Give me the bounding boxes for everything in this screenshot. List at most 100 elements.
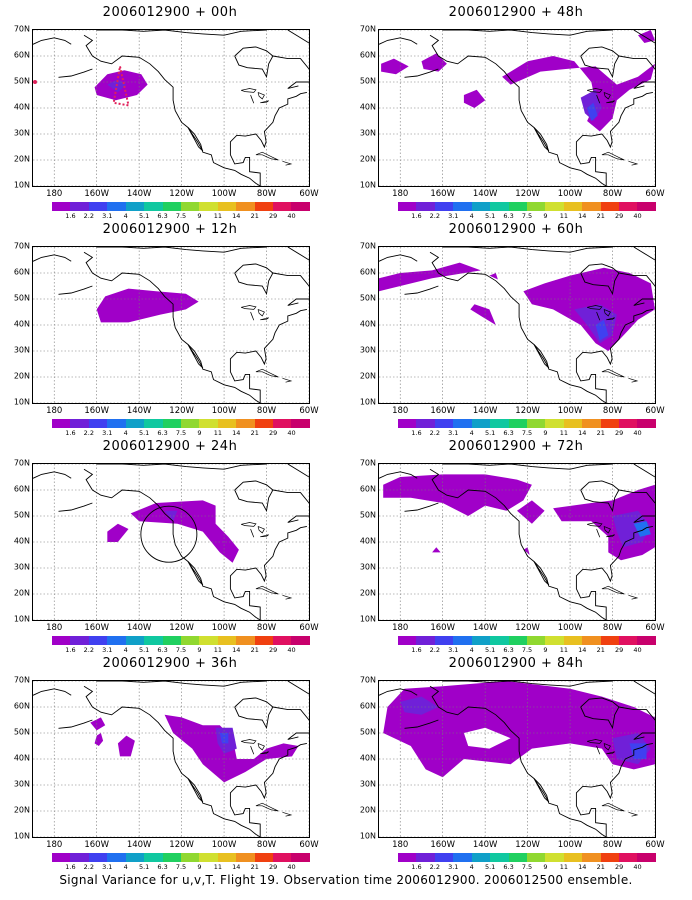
latitude-label: 40N bbox=[359, 102, 376, 112]
colorbar-swatch bbox=[107, 853, 126, 862]
panel-title: 2006012900 + 36h bbox=[102, 656, 238, 671]
colorbar-swatch bbox=[180, 202, 200, 211]
longitude-label: 100W bbox=[211, 840, 237, 850]
coastline bbox=[404, 285, 439, 295]
colorbar-swatch bbox=[125, 853, 145, 862]
colorbar-label: 3.1 bbox=[448, 863, 459, 871]
latitude-label: 50N bbox=[13, 293, 30, 303]
coastline bbox=[187, 561, 204, 586]
colorbar-swatch bbox=[254, 636, 274, 645]
map-svg bbox=[33, 681, 309, 837]
colorbar-swatch bbox=[434, 853, 454, 862]
map-area bbox=[378, 29, 656, 187]
colorbar-label: 29 bbox=[269, 863, 278, 871]
colorbar-swatch bbox=[416, 202, 435, 211]
coastline bbox=[96, 247, 267, 253]
longitude-label: 100W bbox=[211, 189, 237, 199]
colorbar-label: 2.2 bbox=[429, 429, 441, 437]
map-panel: 2006012900 + 60h 70N 60N 50N 40N 30N 20N 10N 180… bbox=[346, 222, 686, 447]
variance-region bbox=[517, 500, 545, 524]
colorbar-label: 14 bbox=[232, 212, 241, 220]
latitude-label: 70N bbox=[359, 241, 376, 251]
island-outline bbox=[255, 802, 279, 812]
latitude-label: 20N bbox=[13, 805, 30, 815]
colorbar-label: 7.5 bbox=[175, 863, 187, 871]
lake-outline bbox=[260, 751, 269, 755]
colorbar-swatch bbox=[619, 419, 638, 428]
latitude-label: 50N bbox=[13, 727, 30, 737]
latitude-label: 30N bbox=[359, 128, 376, 138]
colorbar-swatch bbox=[526, 636, 546, 645]
longitude-label: 120W bbox=[169, 406, 194, 416]
colorbar-label: 6.3 bbox=[503, 429, 514, 437]
variance-region bbox=[463, 727, 511, 749]
island-outline bbox=[601, 368, 625, 378]
colorbar-swatch bbox=[180, 419, 200, 428]
variance-region bbox=[90, 717, 106, 731]
variance-region bbox=[421, 53, 447, 72]
longitude-label: 60W bbox=[645, 189, 665, 199]
colorbar-label: 2.2 bbox=[83, 212, 95, 220]
map-svg bbox=[379, 247, 655, 403]
colorbar-swatch bbox=[273, 853, 292, 862]
colorbar bbox=[398, 419, 656, 428]
colorbar-swatch bbox=[162, 853, 181, 862]
colorbar-swatch bbox=[471, 636, 491, 645]
longitude-label: 100W bbox=[557, 623, 583, 633]
latitude-label: 30N bbox=[13, 345, 30, 355]
latitude-label: 20N bbox=[13, 588, 30, 598]
colorbar-label: 9 bbox=[197, 863, 202, 871]
colorbar-label: 29 bbox=[615, 429, 624, 437]
lake-outline bbox=[586, 88, 603, 93]
colorbar-swatch bbox=[416, 636, 435, 645]
longitude-label: 60W bbox=[299, 623, 319, 633]
longitude-label: 180 bbox=[392, 623, 409, 633]
coastline bbox=[429, 468, 607, 620]
longitude-label: 60W bbox=[299, 406, 319, 416]
longitude-label: 60W bbox=[645, 840, 665, 850]
latitude-label: 70N bbox=[13, 24, 30, 34]
colorbar-swatch bbox=[526, 853, 546, 862]
colorbar-swatch bbox=[273, 636, 292, 645]
colorbar-swatch bbox=[471, 202, 491, 211]
coastline bbox=[580, 46, 620, 79]
colorbar-label: 7.5 bbox=[175, 429, 187, 437]
colorbar-label: 5.1 bbox=[138, 863, 150, 871]
latitude-label: 60N bbox=[359, 484, 376, 494]
colorbar-label: 21 bbox=[250, 863, 259, 871]
colorbar bbox=[398, 636, 656, 645]
colorbar-label: 1.6 bbox=[65, 863, 76, 871]
colorbar-label: 9 bbox=[197, 429, 202, 437]
colorbar-swatch bbox=[471, 419, 491, 428]
longitude-label: 140W bbox=[472, 189, 498, 199]
coastline bbox=[580, 480, 620, 513]
coastline bbox=[272, 489, 309, 523]
coastline bbox=[234, 480, 274, 513]
colorbar-swatch bbox=[398, 853, 417, 862]
map-panel: 2006012900 + 72h 70N 60N 50N 40N 30N 20N 10N 180… bbox=[346, 439, 686, 664]
island-outline bbox=[601, 585, 625, 595]
latitude-label: 70N bbox=[13, 241, 30, 251]
colorbar-label: 14 bbox=[578, 212, 587, 220]
coastline bbox=[287, 681, 309, 695]
lake-outline bbox=[257, 92, 265, 100]
colorbar-swatch bbox=[70, 202, 89, 211]
longitude-label: 80W bbox=[602, 840, 623, 850]
coastline bbox=[442, 681, 613, 687]
colorbar-swatch bbox=[508, 419, 527, 428]
colorbar-label: 4 bbox=[469, 429, 474, 437]
latitude-label: 50N bbox=[359, 727, 376, 737]
colorbar-swatch bbox=[619, 636, 638, 645]
coastline bbox=[633, 681, 655, 695]
colorbar-swatch bbox=[471, 853, 491, 862]
map-area bbox=[32, 463, 310, 621]
colorbar bbox=[52, 853, 310, 862]
coastline bbox=[633, 30, 655, 44]
coastline bbox=[533, 561, 550, 586]
colorbar-swatch bbox=[490, 636, 509, 645]
colorbar-swatch bbox=[52, 636, 71, 645]
island-outline bbox=[601, 151, 625, 161]
colorbar-swatch bbox=[217, 636, 237, 645]
colorbar-label: 7.5 bbox=[175, 646, 187, 654]
coastline bbox=[234, 697, 274, 730]
